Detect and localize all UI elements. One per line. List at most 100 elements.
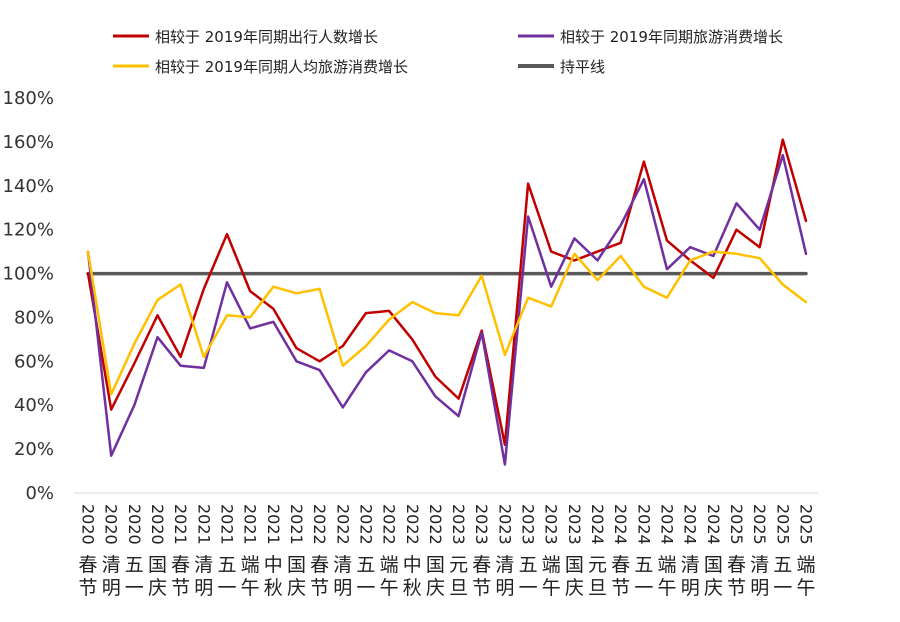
x-tick-year: 2021: [218, 504, 237, 545]
x-tick-year: 2021: [194, 504, 213, 545]
x-tick-name: 春: [310, 554, 329, 576]
x-tick-label: 2024 端午: [657, 504, 676, 599]
x-tick-name: 一: [773, 577, 792, 599]
x-tick-name: 一: [356, 577, 375, 599]
x-tick-year: 2024: [588, 504, 607, 545]
x-tick-label: 2021 春节: [171, 504, 190, 599]
x-tick-name: 明: [750, 577, 769, 599]
series-line-3: [86, 250, 808, 396]
x-tick-label: 2021 清明: [194, 504, 213, 599]
x-tick-name: 庆: [704, 577, 723, 599]
x-tick-year: 2024: [704, 504, 723, 545]
x-tick-name: 旦: [449, 577, 468, 599]
x-tick-year: 2022: [426, 504, 445, 545]
x-tick-year: 2022: [333, 504, 352, 545]
x-tick-label: 2025 五一: [773, 504, 792, 599]
x-tick-name: 午: [657, 577, 676, 599]
x-tick-name: 国: [148, 554, 167, 576]
x-tick-year: 2022: [310, 504, 329, 545]
x-tick-year: 2024: [681, 504, 700, 545]
y-tick-label: 20%: [14, 439, 54, 460]
x-tick-year: 2023: [565, 504, 584, 545]
series-line-1: [86, 138, 808, 446]
x-tick-name: 庆: [565, 577, 584, 599]
x-tick-name: 国: [565, 554, 584, 576]
y-axis: 0% 20% 40% 60% 80% 100% 120% 140% 160% 180%: [3, 88, 54, 504]
x-tick-name: 午: [241, 577, 260, 599]
x-tick-year: 2023: [472, 504, 491, 545]
x-tick-name: 元: [449, 554, 468, 576]
x-tick-name: 节: [472, 577, 491, 599]
x-tick-label: 2025 清明: [750, 504, 769, 599]
y-tick-label: 100%: [3, 264, 54, 285]
y-tick-label: 0%: [25, 483, 54, 504]
x-tick-label: 2024 元旦: [588, 504, 607, 599]
x-tick-name: 春: [78, 554, 97, 576]
x-tick-name: 国: [426, 554, 445, 576]
x-tick-name: 秋: [264, 577, 283, 599]
x-tick-name: 五: [519, 554, 538, 576]
legend-label: 相较于 2019年同期人均旅游消费增长: [155, 58, 408, 76]
x-tick-year: 2025: [797, 504, 816, 545]
y-tick-label: 140%: [3, 176, 54, 197]
x-tick-label: 2022 清明: [333, 504, 352, 599]
x-tick-label: 2020 清明: [102, 504, 121, 599]
y-tick-label: 160%: [3, 132, 54, 153]
x-tick-name: 清: [102, 554, 121, 576]
legend-item-3: 相较于 2019年同期人均旅游消费增长: [113, 58, 408, 76]
legend-label: 相较于 2019年同期旅游消费增长: [560, 28, 783, 46]
x-tick-name: 明: [102, 577, 121, 599]
x-tick-name: 明: [495, 577, 514, 599]
x-tick-name: 一: [634, 577, 653, 599]
x-tick-name: 节: [310, 577, 329, 599]
x-tick-label: 2021 中秋: [264, 504, 283, 599]
x-tick-label: 2023 春节: [472, 504, 491, 599]
x-tick-label: 2023 国庆: [565, 504, 584, 599]
x-tick-year: 2021: [241, 504, 260, 545]
x-tick-name: 清: [681, 554, 700, 576]
legend-item-4: 持平线: [518, 58, 605, 76]
x-tick-year: 2020: [79, 504, 98, 545]
x-tick-name: 午: [380, 577, 399, 599]
legend-item-1: 相较于 2019年同期出行人数增长: [113, 28, 378, 46]
x-tick-name: 一: [125, 577, 144, 599]
x-tick-name: 国: [287, 554, 306, 576]
x-tick-year: 2020: [102, 504, 121, 545]
x-tick-name: 端: [542, 554, 561, 576]
x-tick-name: 庆: [148, 577, 167, 599]
legend-label: 持平线: [560, 58, 605, 76]
x-tick-year: 2022: [356, 504, 375, 545]
x-tick-name: 元: [588, 554, 607, 576]
x-tick-year: 2021: [171, 504, 190, 545]
x-tick-name: 清: [750, 554, 769, 576]
x-tick-label: 2023 清明: [495, 504, 514, 599]
x-tick-name: 节: [727, 577, 746, 599]
x-tick-year: 2025: [727, 504, 746, 545]
x-tick-label: 2020 国庆: [148, 504, 167, 599]
y-tick-label: 120%: [3, 220, 54, 241]
x-tick-name: 午: [542, 577, 561, 599]
x-tick-label: 2023 元旦: [449, 504, 468, 599]
x-tick-name: 端: [657, 554, 676, 576]
x-tick-name: 节: [611, 577, 630, 599]
x-tick-label: 2024 国庆: [704, 504, 723, 599]
x-tick-label: 2024 清明: [681, 504, 700, 599]
y-tick-label: 180%: [3, 88, 54, 109]
x-tick-name: 春: [472, 554, 491, 576]
x-tick-year: 2021: [287, 504, 306, 545]
x-tick-name: 明: [681, 577, 700, 599]
x-tick-label: 2025 端午: [796, 504, 815, 599]
x-tick-name: 春: [611, 554, 630, 576]
x-tick-name: 节: [171, 577, 190, 599]
x-axis-labels: 2020春节2020清明2020五一2020国庆2021春节2021清明2021…: [78, 504, 815, 599]
x-tick-name: 五: [356, 554, 375, 576]
x-tick-name: 春: [171, 554, 190, 576]
x-tick-name: 五: [634, 554, 653, 576]
x-tick-label: 2022 国庆: [426, 504, 445, 599]
y-tick-label: 40%: [14, 395, 54, 416]
x-tick-label: 2022 端午: [380, 504, 399, 599]
series-line-2: [86, 153, 808, 466]
